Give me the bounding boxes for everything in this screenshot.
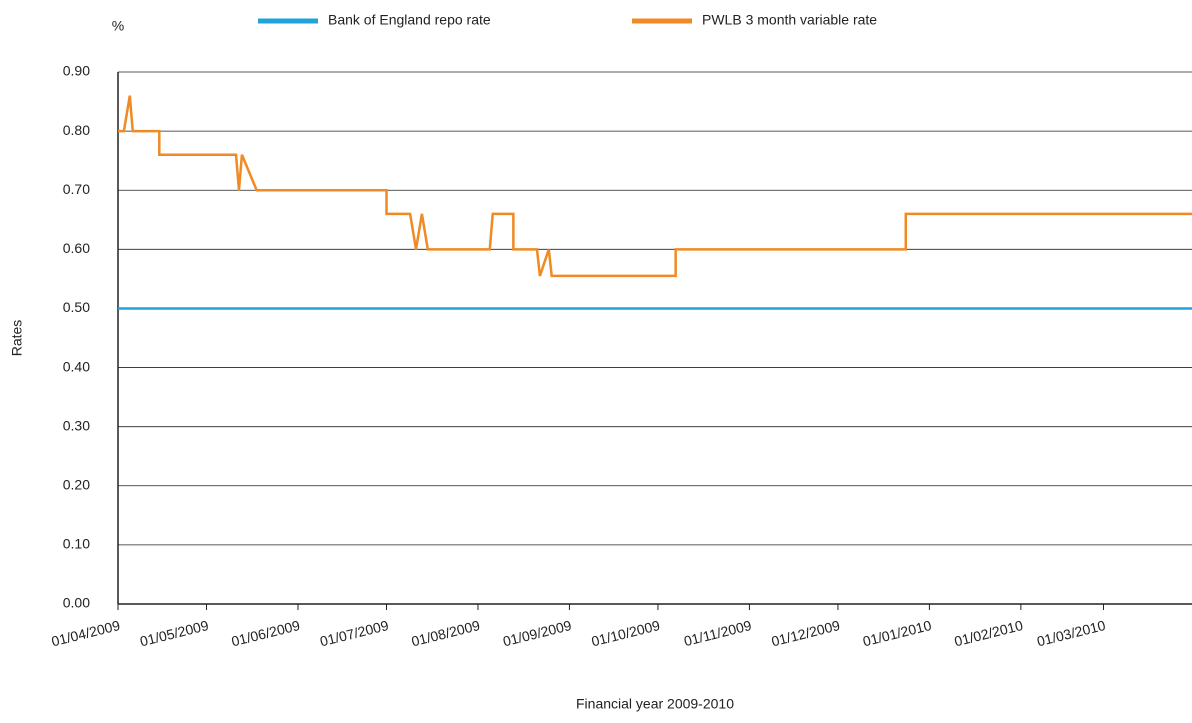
y-tick-label: 0.30 — [63, 417, 90, 433]
y-tick-label: 0.90 — [63, 63, 90, 79]
y-tick-label: 0.00 — [63, 595, 90, 611]
series-line — [118, 95, 1192, 278]
x-axis-label: Financial year 2009-2010 — [576, 696, 734, 712]
y-tick-label: 0.60 — [63, 240, 90, 256]
x-tick-label: 01/08/2009 — [410, 617, 482, 650]
y-tick-label: 0.40 — [63, 358, 90, 374]
legend-label: PWLB 3 month variable rate — [702, 12, 877, 28]
x-tick-label: 01/02/2010 — [953, 617, 1025, 650]
x-tick-label: 01/04/2009 — [50, 617, 122, 650]
y-tick-label: 0.50 — [63, 299, 90, 315]
x-tick-label: 01/10/2009 — [590, 617, 662, 650]
x-tick-label: 01/03/2010 — [1035, 617, 1107, 650]
legend-label: Bank of England repo rate — [328, 12, 491, 28]
y-tick-label: 0.10 — [63, 536, 90, 552]
y-tick-label: 0.20 — [63, 476, 90, 492]
x-tick-label: 01/12/2009 — [770, 617, 842, 650]
y-unit: % — [112, 18, 124, 34]
x-tick-label: 01/11/2009 — [682, 617, 753, 649]
x-tick-label: 01/09/2009 — [501, 617, 573, 650]
x-tick-label: 01/05/2009 — [138, 617, 210, 650]
y-tick-label: 0.70 — [63, 181, 90, 197]
x-tick-label: 01/07/2009 — [318, 617, 390, 650]
x-tick-label: 01/01/2010 — [861, 617, 933, 650]
x-tick-label: 01/06/2009 — [230, 617, 302, 650]
y-axis-label: Rates — [9, 320, 25, 357]
y-tick-label: 0.80 — [63, 122, 90, 138]
